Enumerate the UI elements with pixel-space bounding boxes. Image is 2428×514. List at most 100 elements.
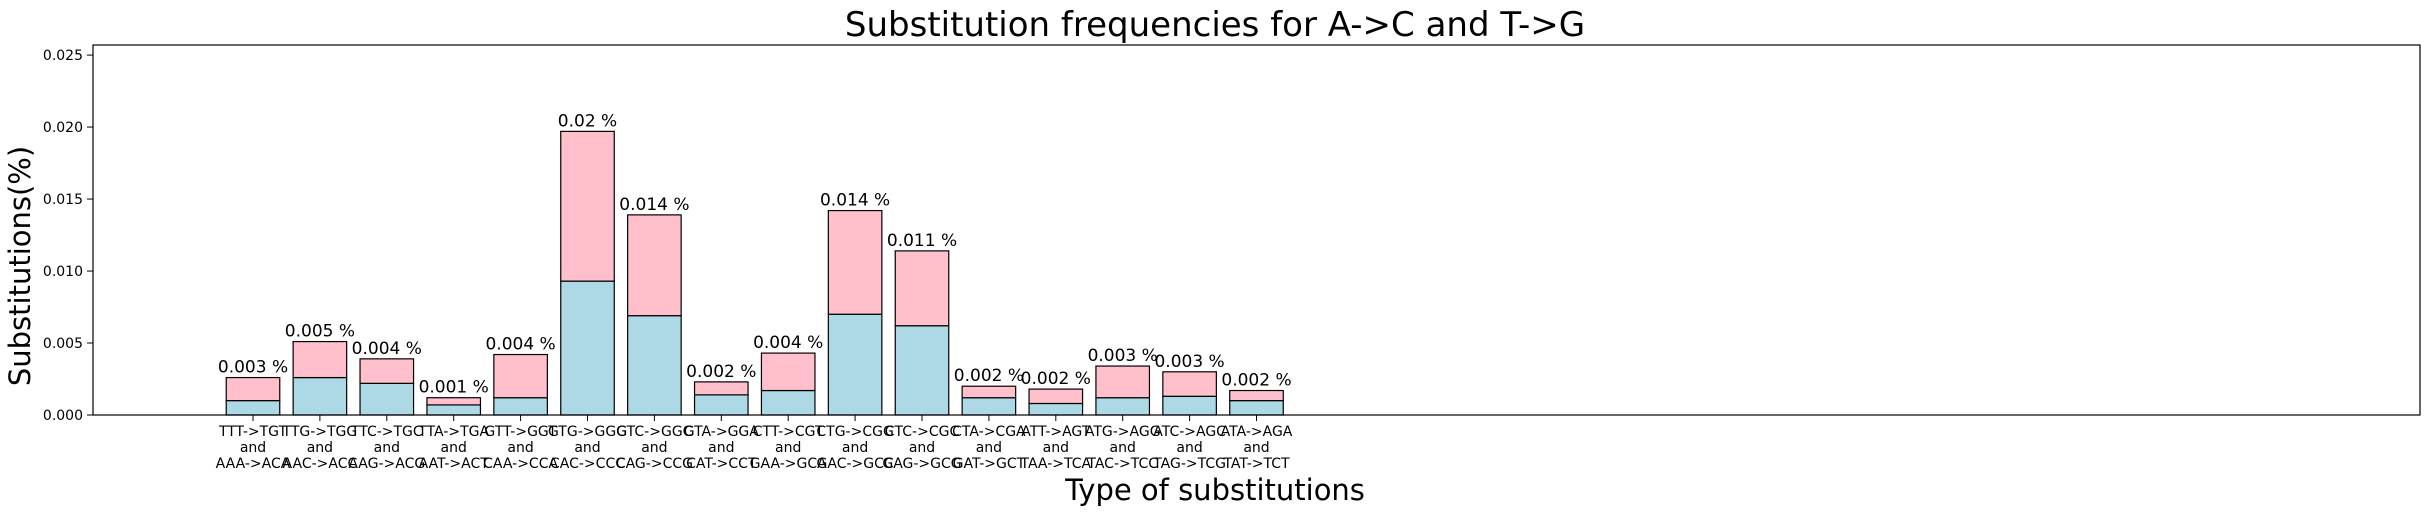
x-tick-label: and [909,440,935,456]
bar-upper-segment [493,353,548,399]
x-tick-label: AAG->ACG [348,456,425,472]
bar-data-label: 0.004 % [485,335,555,355]
bar-lower-segment [359,382,415,416]
bar-upper-segment [225,376,281,402]
bar-data-label: 0.014 % [820,191,890,211]
x-tick-label: GAA->GCA [750,456,827,472]
bar-lower-segment [760,389,816,416]
y-tick-label: 0.020 [43,120,83,136]
bar-lower-segment [1229,400,1284,416]
x-tick-label: and [1243,440,1269,456]
x-tick-label: AAT->ACT [419,456,490,472]
bar-upper-segment [560,130,615,282]
bar-data-label: 0.002 % [954,366,1024,386]
chart-title: Substitution frequencies for A->C and T-… [845,5,1585,45]
bar-lower-segment [827,313,883,416]
x-tick-label: ATT->AGT [1021,424,1091,440]
bar-lower-segment [627,315,682,416]
x-tick-label: CTT->CGT [753,424,824,440]
bar-lower-segment [225,400,281,416]
bar-lower-segment [493,397,548,416]
x-tick-label: GAG->GCG [882,456,961,472]
bar-data-label: 0.002 % [686,362,756,382]
x-tick-label: AAC->ACC [283,456,358,472]
x-tick-label: GAT->GCT [953,456,1026,472]
x-tick-label: and [976,440,1002,456]
x-tick-label: ATG->AGG [1085,424,1161,440]
x-tick-label: ATA->AGA [1221,424,1293,440]
x-tick-label: GTG->GGG [548,424,627,440]
x-tick-label: and [775,440,801,456]
x-tick-label: and [307,440,333,456]
bar-upper-segment [1229,389,1284,402]
bar-upper-segment [1095,365,1151,399]
bar-data-label: 0.005 % [285,322,355,342]
bar-lower-segment [560,280,615,416]
x-tick-label: and [574,440,600,456]
bar-lower-segment [693,394,749,416]
x-tick-label: and [507,440,533,456]
x-tick-label: and [842,440,868,456]
bar-data-label: 0.001 % [419,378,489,398]
x-tick-label: TAT->TCT [1222,456,1290,472]
x-tick-label: CTC->CGC [885,424,960,440]
plot-area: 0.000 0.005 0.010 0.015 0.020 0.025 0.003 % TTT… [43,44,2421,472]
x-tick-label: AAA->ACA [216,456,291,472]
x-tick-label: CAG->CCG [616,456,693,472]
bar-lower-segment [426,404,482,416]
y-tick-label: 0.015 [43,192,83,208]
x-tick-label: CAT->CCT [686,456,757,472]
x-tick-label: and [1176,440,1202,456]
x-tick-label: GTA->GGA [684,424,760,440]
x-tick-label: and [441,440,467,456]
bar-data-label: 0.002 % [1021,369,1091,389]
bar-lower-segment [292,376,348,416]
x-tick-label: GTC->GGC [616,424,692,440]
bar-data-label: 0.002 % [1221,371,1291,391]
bar-upper-segment [292,340,348,379]
x-tick-label: GAC->GCC [817,456,894,472]
bar-data-label: 0.003 % [1154,352,1224,372]
bar-lower-segment [961,397,1017,416]
x-tick-label: ATC->AGC [1153,424,1226,440]
x-tick-label: CTG->CGG [816,424,893,440]
bar-upper-segment [827,209,883,315]
x-tick-label: GTT->GGT [484,424,557,440]
y-tick-label: 0.025 [43,48,83,64]
bar-data-label: 0.003 % [1088,346,1158,366]
x-tick-label: CAC->CCC [550,456,625,472]
bar-upper-segment [693,381,749,396]
y-tick-label: 0.000 [43,408,83,424]
x-tick-label: TTG->TGG [282,424,358,440]
bar-lower-segment [1095,397,1151,416]
bar-data-label: 0.003 % [218,358,288,378]
x-tick-label: and [374,440,400,456]
x-axis-label: Type of substitutions [1064,473,1365,507]
bar-data-label: 0.004 % [753,333,823,353]
bar-upper-segment [426,397,482,406]
x-tick-label: TAG->TCG [1152,456,1226,472]
bar-data-label: 0.014 % [619,195,689,215]
bar-upper-segment [627,214,682,317]
x-tick-label: and [708,440,734,456]
x-tick-label: TAA->TCA [1020,456,1092,472]
bar-data-label: 0.011 % [887,231,957,251]
bar-data-label: 0.004 % [352,339,422,359]
bar-upper-segment [760,352,816,392]
y-tick-label: 0.010 [43,264,83,280]
bar-upper-segment [1028,388,1084,405]
bar-lower-segment [1162,395,1217,416]
x-tick-label: TTA->TGA [417,424,489,440]
x-tick-label: TTC->TGC [350,424,423,440]
x-tick-label: CAA->CCA [483,456,558,472]
bar-upper-segment [359,358,415,384]
axes-frame [92,44,2421,416]
x-tick-label: and [1043,440,1069,456]
bar-lower-segment [894,325,950,416]
x-tick-label: and [240,440,266,456]
bar-upper-segment [961,385,1017,399]
bar-lower-segment [1028,402,1084,416]
x-tick-label: CTA->CGA [952,424,1026,440]
x-tick-label: TAC->TCC [1086,456,1158,472]
